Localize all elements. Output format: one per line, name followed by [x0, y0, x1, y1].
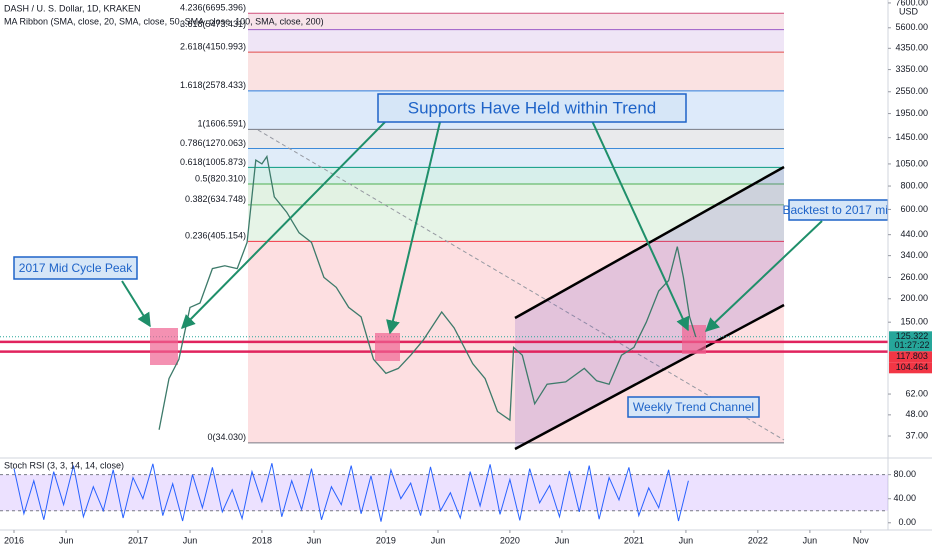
x-tick-label: 2017 [128, 535, 148, 545]
price-label-box [889, 331, 932, 352]
fib-band [248, 148, 784, 168]
y-tick-label: 200.00 [900, 293, 928, 303]
x-tick-label: Jun [431, 535, 446, 545]
y-tick-label: 150.00 [900, 317, 928, 327]
price-label: 117.803 [896, 351, 928, 361]
y-tick-label: 440.00 [900, 229, 928, 239]
annotation-text: Backtest to 2017 mid [782, 203, 894, 217]
y-tick-label: 37.00 [905, 430, 928, 440]
annotation-arrow [587, 111, 690, 332]
y-tick-label: 800.00 [900, 180, 928, 190]
x-tick-label: 2018 [252, 535, 272, 545]
x-tick-label: 2022 [748, 535, 768, 545]
stoch-tick-label: 0.00 [898, 517, 916, 527]
annotation-arrow [386, 121, 441, 335]
stoch-tick-label: 40.00 [893, 493, 916, 503]
x-tick-label: Jun [307, 535, 322, 545]
fib-trend-line [257, 129, 785, 441]
main-panel: 4.236(6695.396) 3.618(5473.431) 2.618(4150… [0, 3, 888, 451]
y-tick-label: 62.00 [905, 388, 928, 398]
fib-label: 1.618(2578.433) [180, 80, 246, 90]
stoch-line [13, 463, 689, 522]
time-axis: 2016 Jun 2017 Jun 2018 Jun 2019 Jun 2020 Jun 2021 J… [0, 529, 932, 545]
annotation-arrow [121, 280, 151, 328]
price-label: 125.322 [896, 331, 929, 341]
x-tick-label: Jun [59, 535, 74, 545]
y-tick-label: 1950.00 [895, 108, 928, 118]
annotation-box [627, 396, 760, 418]
y-tick-label: 260.00 [900, 272, 928, 282]
fib-label: 3.618(5473.431) [180, 19, 246, 29]
fib-label: 0(34.030) [207, 432, 246, 442]
y-tick-label: 48.00 [905, 409, 928, 419]
y-tick-label: 7600.00 [895, 0, 928, 7]
channel-fill [515, 167, 784, 449]
support-box [150, 328, 178, 365]
y-tick-label: 2550.00 [895, 86, 928, 96]
x-tick-label: Jun [679, 535, 694, 545]
fib-band [248, 204, 784, 242]
overlay: DASH / U. S. Dollar, 1D, KRAKEN MA Ribbon… [4, 3, 895, 418]
price-label-box [889, 351, 932, 363]
fib-label: 0.236(405.154) [185, 231, 246, 241]
channel-upper [514, 165, 785, 320]
channel-lower [514, 303, 785, 451]
price-label-box [889, 362, 932, 374]
annotation-arrow [181, 121, 386, 329]
annotation-box [13, 256, 138, 280]
y-tick-label: 1050.00 [895, 158, 928, 168]
fib-label: 2.618(4150.993) [180, 42, 246, 52]
y-tick-label: 3350.00 [895, 64, 928, 74]
y-tick-label: 5600.00 [895, 22, 928, 32]
fib-band [248, 52, 784, 91]
x-tick-label: Jun [803, 535, 818, 545]
fib-label: 1(1606.591) [197, 119, 246, 129]
y-tick-label: 340.00 [900, 250, 928, 260]
chart-title: DASH / U. S. Dollar, 1D, KRAKEN [4, 3, 141, 13]
indicator-label: MA Ribbon (SMA, close, 20, SMA, close, 5… [4, 16, 324, 26]
y-tick-label: 600.00 [900, 204, 928, 214]
fib-label: 0.786(1270.063) [180, 138, 246, 148]
annotation-arrow [704, 220, 823, 332]
annotation-box [377, 93, 687, 123]
price-label: 104.464 [896, 362, 929, 372]
support-box [375, 333, 400, 361]
stoch-tick-label: 80.00 [893, 469, 916, 479]
x-tick-label: Jun [555, 535, 570, 545]
fib-band [248, 29, 784, 53]
x-tick-label: 2021 [624, 535, 644, 545]
x-tick-label: 2019 [376, 535, 396, 545]
fib-label: 0.5(820.310) [195, 173, 246, 183]
fib-band [248, 167, 784, 185]
fib-label: 0.382(634.748) [185, 194, 246, 204]
annotation-text: Supports Have Held within Trend [408, 98, 657, 117]
y-tick-label: 4350.00 [895, 43, 928, 53]
fib-band [248, 184, 784, 205]
y-tick-label: 1450.00 [895, 132, 928, 142]
stoch-title: Stoch RSI (3, 3, 14, 14, close) [4, 460, 124, 470]
fib-band [248, 13, 784, 30]
x-tick-label: Nov [853, 535, 870, 545]
x-tick-label: 2020 [500, 535, 520, 545]
annotation-text: 2017 Mid Cycle Peak [19, 261, 133, 275]
x-tick-label: 2016 [4, 535, 24, 545]
price-line [158, 154, 697, 430]
currency: USD [899, 6, 919, 16]
x-tick-label: Jun [183, 535, 198, 545]
fib-band [248, 129, 784, 149]
fib-label: 4.236(6695.396) [180, 3, 246, 13]
annotation-text: Weekly Trend Channel [633, 400, 754, 414]
stoch-panel: Stoch RSI (3, 3, 14, 14, close) 80.00 40.0… [0, 457, 932, 527]
countdown: 01:27:22 [894, 340, 929, 350]
fib-label: 0.618(1005.873) [180, 157, 246, 167]
